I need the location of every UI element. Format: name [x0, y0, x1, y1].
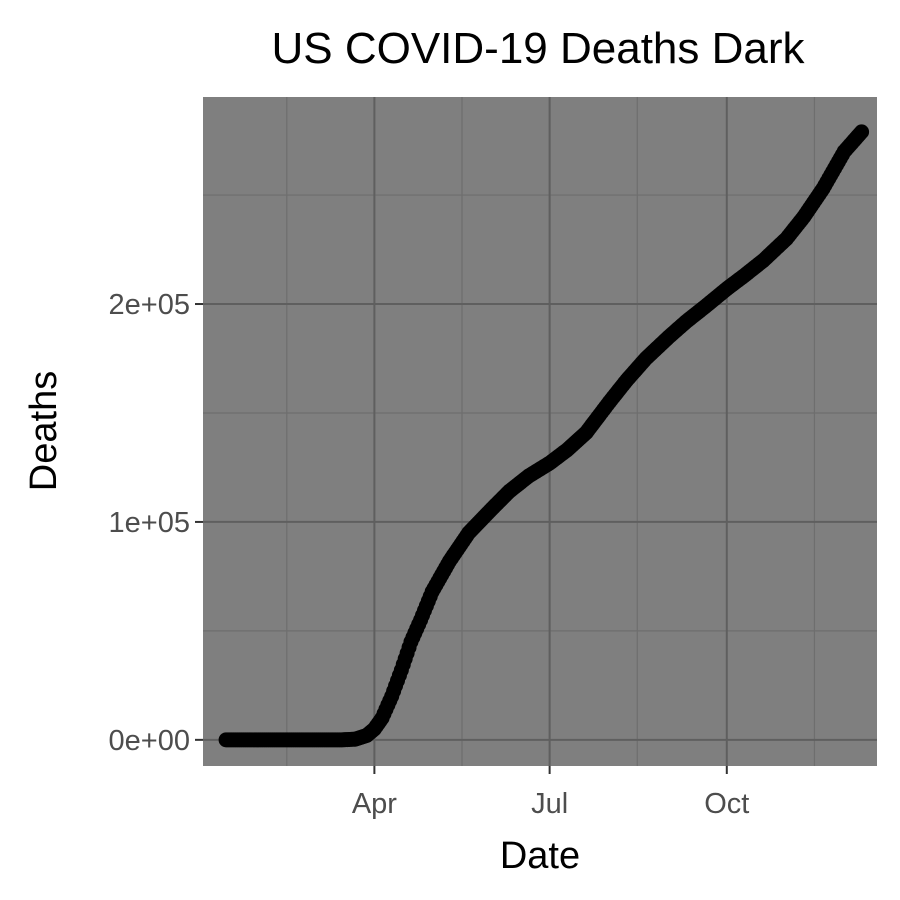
y-tick-label: 1e+05 — [109, 507, 190, 539]
chart-title: US COVID-19 Deaths Dark — [271, 24, 805, 73]
x-tick-label: Jul — [531, 788, 568, 820]
data-points — [218, 124, 870, 748]
grid-major — [203, 97, 877, 766]
y-axis-title: Deaths — [23, 371, 65, 491]
x-axis: Apr Jul Oct — [352, 766, 749, 820]
plot-panel — [203, 97, 877, 766]
x-tick-label: Oct — [704, 788, 749, 820]
y-axis: 0e+00 1e+05 2e+05 — [109, 289, 203, 757]
x-tick-label: Apr — [352, 788, 397, 820]
y-tick-label: 2e+05 — [109, 289, 190, 321]
y-tick-label: 0e+00 — [109, 725, 190, 757]
data-point — [854, 124, 870, 140]
x-axis-title: Date — [500, 835, 580, 877]
